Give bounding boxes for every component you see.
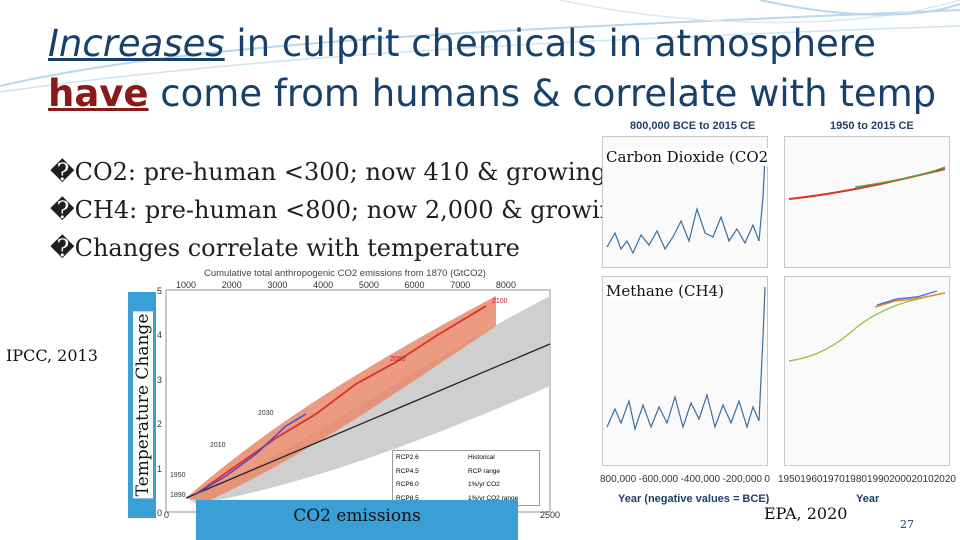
- epa-x-title-right: Year: [856, 493, 880, 505]
- ipcc-source-label: IPCC, 2013: [6, 346, 98, 365]
- co2-longterm-line: [606, 156, 766, 255]
- epa-co2-recent-panel: [784, 136, 950, 268]
- year-label: 2050: [390, 356, 406, 363]
- legend-item: RCP4.5: [396, 467, 419, 475]
- bullet-co2: �CO2: pre-human <300; now 410 & growing: [50, 153, 606, 191]
- x-axis-label: CO2 emissions: [293, 506, 421, 526]
- ipcc-chart-title: Cumulative total anthropogenic CO2 emiss…: [204, 268, 486, 279]
- top-tick: 5000: [358, 280, 379, 290]
- page-number: 27: [900, 518, 914, 531]
- bullet-glyph: �: [50, 234, 75, 262]
- epa-x-tick: -600,000: [638, 474, 679, 485]
- year-label: 2100: [492, 298, 508, 305]
- epa-x-tick: 1960: [800, 474, 823, 485]
- epa-x-tick: 800,000: [600, 474, 637, 485]
- left-tick: 4: [157, 330, 163, 341]
- bottom-tick-start: 0: [164, 510, 170, 520]
- epa-header-left: 800,000 BCE to 2015 CE: [630, 120, 756, 132]
- ipcc-top-ticks: 1000 2000 3000 4000 5000 6000 7000 8000: [176, 280, 516, 290]
- top-tick: 2000: [221, 280, 242, 290]
- epa-ch4-recent-panel: [784, 276, 950, 466]
- title-emphasis-increases: Increases: [48, 22, 225, 65]
- bullet-glyph: �: [50, 158, 75, 186]
- bullet-co2-text: CO2: pre-human <300; now 410 & growing: [74, 158, 607, 186]
- ipcc-legend: RCP2.6 RCP4.5 RCP6.0 RCP8.5 Historical R…: [392, 450, 540, 506]
- title-emphasis-have: have: [48, 72, 149, 115]
- bullet-temperature-text: Changes correlate with temperature: [74, 234, 520, 262]
- year-label: 1950: [170, 472, 186, 479]
- legend-item: RCP6.0: [396, 481, 419, 489]
- ipcc-chart: Cumulative total anthropogenic CO2 emiss…: [156, 266, 564, 520]
- epa-x-tick: 1970: [822, 474, 845, 485]
- epa-x-tick: 0: [764, 474, 770, 485]
- year-label: 2010: [210, 442, 226, 449]
- legend-item: 1%/yr CO2: [468, 481, 500, 489]
- ch4-recent-line: [788, 290, 946, 362]
- legend-right-col: Historical RCP range 1%/yr CO2 1%/yr CO2…: [468, 454, 536, 502]
- legend-item: 1%/yr CO2 range: [468, 494, 519, 502]
- epa-x-tick: 2010: [911, 474, 934, 485]
- title-line-1: Increases in culprit chemicals in atmosp…: [48, 22, 948, 66]
- left-tick: 5: [157, 286, 163, 296]
- epa-x-ticks-left: 800,000 -600,000 -400,000 -200,000 0: [600, 474, 770, 485]
- title-line-1-text: in culprit chemicals in atmosphere: [224, 22, 876, 65]
- legend-item: RCP2.6: [396, 454, 419, 461]
- year-label: 2030: [258, 410, 274, 417]
- y-axis-label: Temperature Change: [133, 311, 153, 499]
- co2-recent-line: [788, 166, 946, 200]
- x-axis-accent-bar: [196, 500, 518, 540]
- bullet-temperature: �Changes correlate with temperature: [50, 229, 520, 267]
- left-tick: 0: [157, 507, 163, 518]
- epa-x-tick: 1980: [844, 474, 867, 485]
- rcp85-line: [195, 305, 487, 495]
- epa-x-tick: 1950: [778, 474, 801, 485]
- epa-x-tick: 1990: [867, 474, 890, 485]
- epa-x-tick: -400,000: [680, 474, 721, 485]
- bullet-glyph: �: [50, 196, 75, 224]
- top-tick: 3000: [267, 280, 288, 290]
- legend-left-col: RCP2.6 RCP4.5 RCP6.0 RCP8.5: [396, 454, 464, 502]
- bullet-ch4-text: CH4: pre-human <800; now 2,000 & growing: [74, 196, 631, 224]
- top-tick: 8000: [495, 280, 516, 290]
- left-tick: 1: [157, 463, 163, 474]
- decorative-swoosh: [0, 0, 960, 93]
- ch4-panel-label: Methane (CH4): [606, 282, 724, 300]
- epa-x-title-left: Year (negative values = BCE): [618, 493, 770, 505]
- left-tick: 2: [157, 419, 163, 430]
- year-label: 1890: [170, 492, 186, 499]
- ch4-longterm-line: [606, 286, 766, 432]
- title-line-2: have come from humans & correlate with t…: [48, 72, 948, 116]
- top-tick: 4000: [313, 280, 334, 290]
- historical-line: [185, 343, 551, 499]
- epa-ch4-longterm-panel: [602, 276, 768, 466]
- epa-x-tick: 2020: [933, 474, 956, 485]
- ipcc-left-ticks: 5 4 3 2 1 0: [157, 286, 162, 518]
- top-tick: 1000: [176, 280, 197, 290]
- co2-panel-label: Carbon Dioxide (CO2: [606, 148, 769, 166]
- top-tick: 6000: [404, 280, 425, 290]
- legend-item: Historical: [468, 454, 495, 461]
- epa-x-ticks-right: 1950 1960 1970 1980 1990 2000 2010 2020: [778, 474, 956, 485]
- bullet-ch4: �CH4: pre-human <800; now 2,000 & growin…: [50, 191, 630, 229]
- epa-x-tick: 2000: [889, 474, 912, 485]
- epa-header-right: 1950 to 2015 CE: [830, 120, 914, 132]
- top-tick: 7000: [450, 280, 471, 290]
- bottom-tick-end: 2500: [540, 510, 561, 520]
- title-line-2-text: come from humans & correlate with temp: [148, 72, 937, 115]
- legend-item: RCP range: [468, 467, 501, 475]
- epa-source-label: EPA, 2020: [762, 504, 850, 523]
- left-tick: 3: [157, 374, 163, 385]
- rcp26-line: [195, 413, 307, 495]
- epa-x-tick: -200,000: [722, 474, 762, 485]
- legend-item: RCP8.5: [396, 494, 419, 502]
